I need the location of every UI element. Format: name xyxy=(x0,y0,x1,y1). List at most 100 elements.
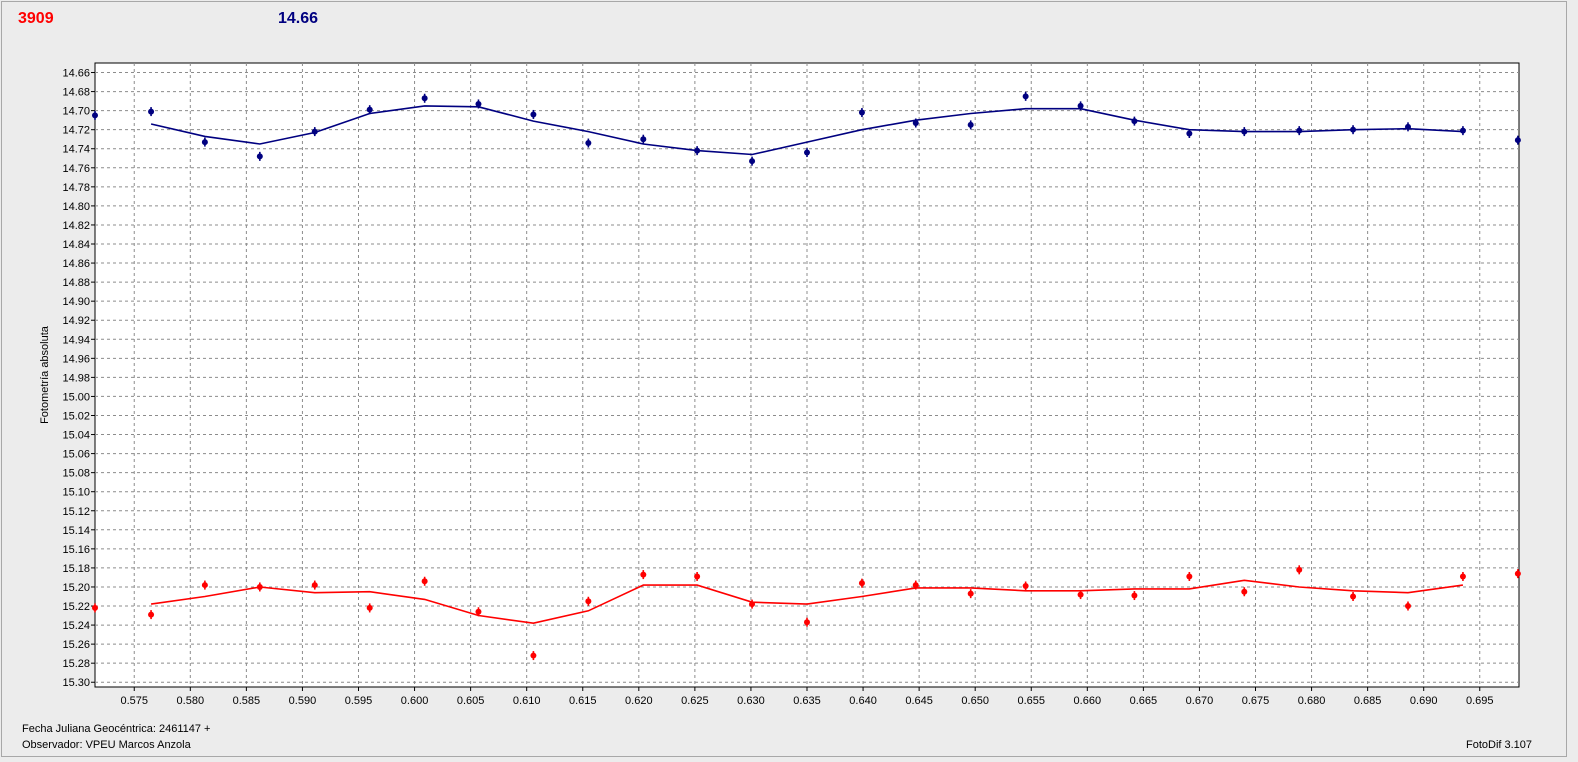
x-tick-label: 0.635 xyxy=(793,695,821,707)
error-bar xyxy=(532,651,535,661)
error-bar xyxy=(204,580,206,590)
x-tick-label: 0.685 xyxy=(1354,695,1382,707)
error-bar xyxy=(1133,591,1136,601)
error-bar xyxy=(94,110,96,120)
error-bar xyxy=(1188,128,1191,138)
y-tick-label: 14.98 xyxy=(62,372,90,384)
x-tick-label: 0.610 xyxy=(513,695,541,707)
y-tick-label: 14.68 xyxy=(62,87,90,99)
x-tick-label: 0.695 xyxy=(1466,695,1494,707)
error-bar xyxy=(1188,571,1191,581)
grid xyxy=(95,63,1519,687)
x-tick-label: 0.640 xyxy=(849,695,877,707)
y-axis-ticks: 14.66 14.68 14.70 14.72 14.74 14.76 14.78 14.80… xyxy=(62,68,95,689)
y-tick-label: 15.16 xyxy=(62,544,90,556)
error-bar xyxy=(587,596,590,606)
error-bar xyxy=(751,156,753,166)
x-tick-label: 0.645 xyxy=(905,695,933,707)
x-tick-label: 0.650 xyxy=(961,695,989,707)
y-tick-label: 14.96 xyxy=(62,353,90,365)
y-tick-label: 14.94 xyxy=(62,334,90,346)
error-bar xyxy=(1298,565,1301,575)
error-bar xyxy=(1462,571,1464,581)
error-bar xyxy=(150,610,152,620)
y-axis-label: Fotometría absoluta xyxy=(39,325,51,424)
error-bar xyxy=(806,148,808,158)
error-bar xyxy=(1024,581,1027,591)
y-tick-label: 14.86 xyxy=(62,258,90,270)
x-tick-label: 0.615 xyxy=(569,695,597,707)
series-1 xyxy=(92,91,1521,166)
error-bar xyxy=(969,120,972,130)
error-bar xyxy=(1517,569,1519,579)
y-tick-label: 14.70 xyxy=(62,106,90,118)
error-bar xyxy=(861,578,863,588)
y-tick-label: 14.76 xyxy=(62,163,90,175)
y-tick-label: 15.12 xyxy=(62,506,90,518)
y-tick-label: 15.14 xyxy=(62,525,90,537)
julian-date-label: Fecha Juliana Geocéntrica: 2461147 + xyxy=(22,723,211,735)
y-tick-label: 14.84 xyxy=(62,239,90,251)
y-tick-label: 15.24 xyxy=(62,620,90,632)
error-bar xyxy=(368,603,371,613)
error-bar xyxy=(1407,601,1409,611)
x-tick-label: 0.585 xyxy=(233,695,261,707)
x-tick-label: 0.660 xyxy=(1074,695,1102,707)
error-bar xyxy=(587,138,590,148)
error-bar xyxy=(1352,591,1354,601)
error-bar xyxy=(477,607,480,617)
y-tick-label: 14.82 xyxy=(62,220,90,232)
version-label: FotoDif 3.107 xyxy=(1466,739,1533,751)
y-tick-label: 15.02 xyxy=(62,410,90,422)
y-tick-label: 15.08 xyxy=(62,468,90,480)
series-2 xyxy=(92,565,1521,661)
y-tick-label: 15.30 xyxy=(62,677,90,689)
error-bar xyxy=(1352,125,1354,135)
x-tick-label: 0.655 xyxy=(1017,695,1045,707)
y-tick-label: 15.18 xyxy=(62,563,90,575)
y-tick-label: 14.66 xyxy=(62,68,90,80)
y-tick-label: 14.92 xyxy=(62,315,90,327)
error-bar xyxy=(368,105,371,115)
y-tick-label: 15.04 xyxy=(62,430,90,442)
header-right-value: 14.66 xyxy=(278,10,319,27)
x-tick-label: 0.690 xyxy=(1410,695,1438,707)
x-tick-label: 0.600 xyxy=(401,695,429,707)
y-tick-label: 14.90 xyxy=(62,296,90,308)
y-tick-label: 15.06 xyxy=(62,449,90,461)
observer-label: Observador: VPEU Marcos Anzola xyxy=(22,739,191,751)
error-bar xyxy=(313,127,316,137)
error-bar xyxy=(1133,116,1136,126)
header-left-value: 3909 xyxy=(18,10,54,27)
error-bar xyxy=(1517,135,1519,145)
y-tick-label: 15.22 xyxy=(62,601,90,613)
error-bar xyxy=(861,108,863,118)
y-tick-label: 14.80 xyxy=(62,201,90,213)
error-bar xyxy=(259,151,261,161)
x-tick-label: 0.595 xyxy=(345,695,373,707)
error-bar xyxy=(204,137,206,147)
error-bar xyxy=(532,109,535,119)
x-tick-label: 0.680 xyxy=(1298,695,1326,707)
error-bar xyxy=(969,589,972,599)
x-tick-label: 0.575 xyxy=(120,695,148,707)
x-tick-label: 0.630 xyxy=(737,695,765,707)
x-tick-label: 0.670 xyxy=(1186,695,1214,707)
error-bar xyxy=(477,99,480,109)
error-bar xyxy=(696,146,698,156)
error-bar xyxy=(423,93,426,103)
y-tick-label: 14.88 xyxy=(62,277,90,289)
x-tick-label: 0.665 xyxy=(1130,695,1158,707)
error-bar xyxy=(1462,126,1464,136)
y-tick-label: 14.78 xyxy=(62,182,90,194)
error-bar xyxy=(313,580,316,590)
series-line xyxy=(150,579,1464,625)
x-tick-label: 0.625 xyxy=(681,695,709,707)
y-tick-label: 15.00 xyxy=(62,391,90,403)
error-bar xyxy=(914,118,917,128)
error-bar xyxy=(642,134,645,144)
x-tick-label: 0.605 xyxy=(457,695,485,707)
y-tick-label: 15.26 xyxy=(62,639,90,651)
series-layer xyxy=(92,91,1521,661)
x-tick-label: 0.580 xyxy=(177,695,205,707)
